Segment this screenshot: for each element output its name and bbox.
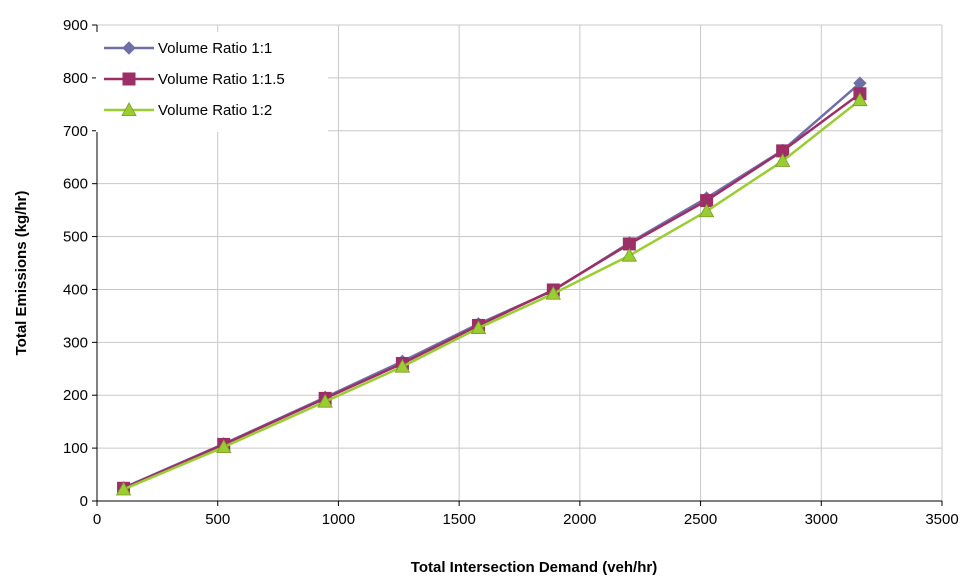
y-tick-label: 700 <box>63 123 88 140</box>
x-tick-label: 0 <box>93 511 101 528</box>
y-tick-label: 100 <box>63 440 88 457</box>
triangle-marker <box>394 358 411 373</box>
y-tick-label: 400 <box>63 281 88 298</box>
legend-item: Volume Ratio 1:1.5 <box>104 71 285 88</box>
x-tick-label: 2000 <box>563 511 596 528</box>
y-tick-label: 900 <box>63 17 88 34</box>
tick-labels: 0 500 1000 1500 2000 2500 3000 3500 0 100 200 300 40… <box>63 17 959 528</box>
legend-item: Volume Ratio 1:2 <box>104 102 272 119</box>
x-tick-label: 2500 <box>684 511 717 528</box>
legend-diamond-marker <box>122 41 136 55</box>
series-line <box>123 82 861 489</box>
triangle-marker <box>216 439 232 454</box>
triangle-marker <box>698 203 715 218</box>
x-tick-label: 3500 <box>925 511 958 528</box>
triangle-marker <box>621 247 638 262</box>
axes <box>92 24 943 506</box>
x-tick-label: 1500 <box>442 511 475 528</box>
y-tick-label: 500 <box>63 229 88 246</box>
series <box>115 76 868 496</box>
x-tick-label: 500 <box>205 511 230 528</box>
x-tick-label: 3000 <box>805 511 838 528</box>
y-tick-label: 200 <box>63 387 88 404</box>
y-tick-label: 600 <box>63 176 88 193</box>
legend-label: Volume Ratio 1:1 <box>158 40 272 57</box>
legend-triangle-marker <box>121 102 137 116</box>
legend: Volume Ratio 1:1 Volume Ratio 1:1.5 Volume… <box>96 32 328 132</box>
y-tick-label: 0 <box>80 493 88 510</box>
triangle-marker <box>115 481 132 496</box>
legend-label: Volume Ratio 1:2 <box>158 102 272 119</box>
triangle-marker <box>470 320 487 335</box>
y-axis-title: Total Emissions (kg/hr) <box>13 191 30 356</box>
legend-item: Volume Ratio 1:1 <box>104 40 272 57</box>
series-line <box>123 99 861 491</box>
legend-label: Volume Ratio 1:1.5 <box>158 71 285 88</box>
series-line <box>123 92 861 490</box>
triangle-marker <box>774 153 791 167</box>
x-axis-title: Total Intersection Demand (veh/hr) <box>411 559 657 576</box>
triangle-marker <box>545 285 561 300</box>
y-tick-label: 800 <box>63 70 88 87</box>
series-1 <box>116 76 867 495</box>
triangle-marker <box>852 92 868 107</box>
series-2 <box>117 87 867 495</box>
series-3 <box>115 92 868 496</box>
y-tick-label: 300 <box>63 334 88 351</box>
legend-square-marker <box>122 72 136 86</box>
triangle-marker <box>317 393 333 408</box>
x-tick-label: 1000 <box>322 511 355 528</box>
gridlines <box>97 24 943 501</box>
